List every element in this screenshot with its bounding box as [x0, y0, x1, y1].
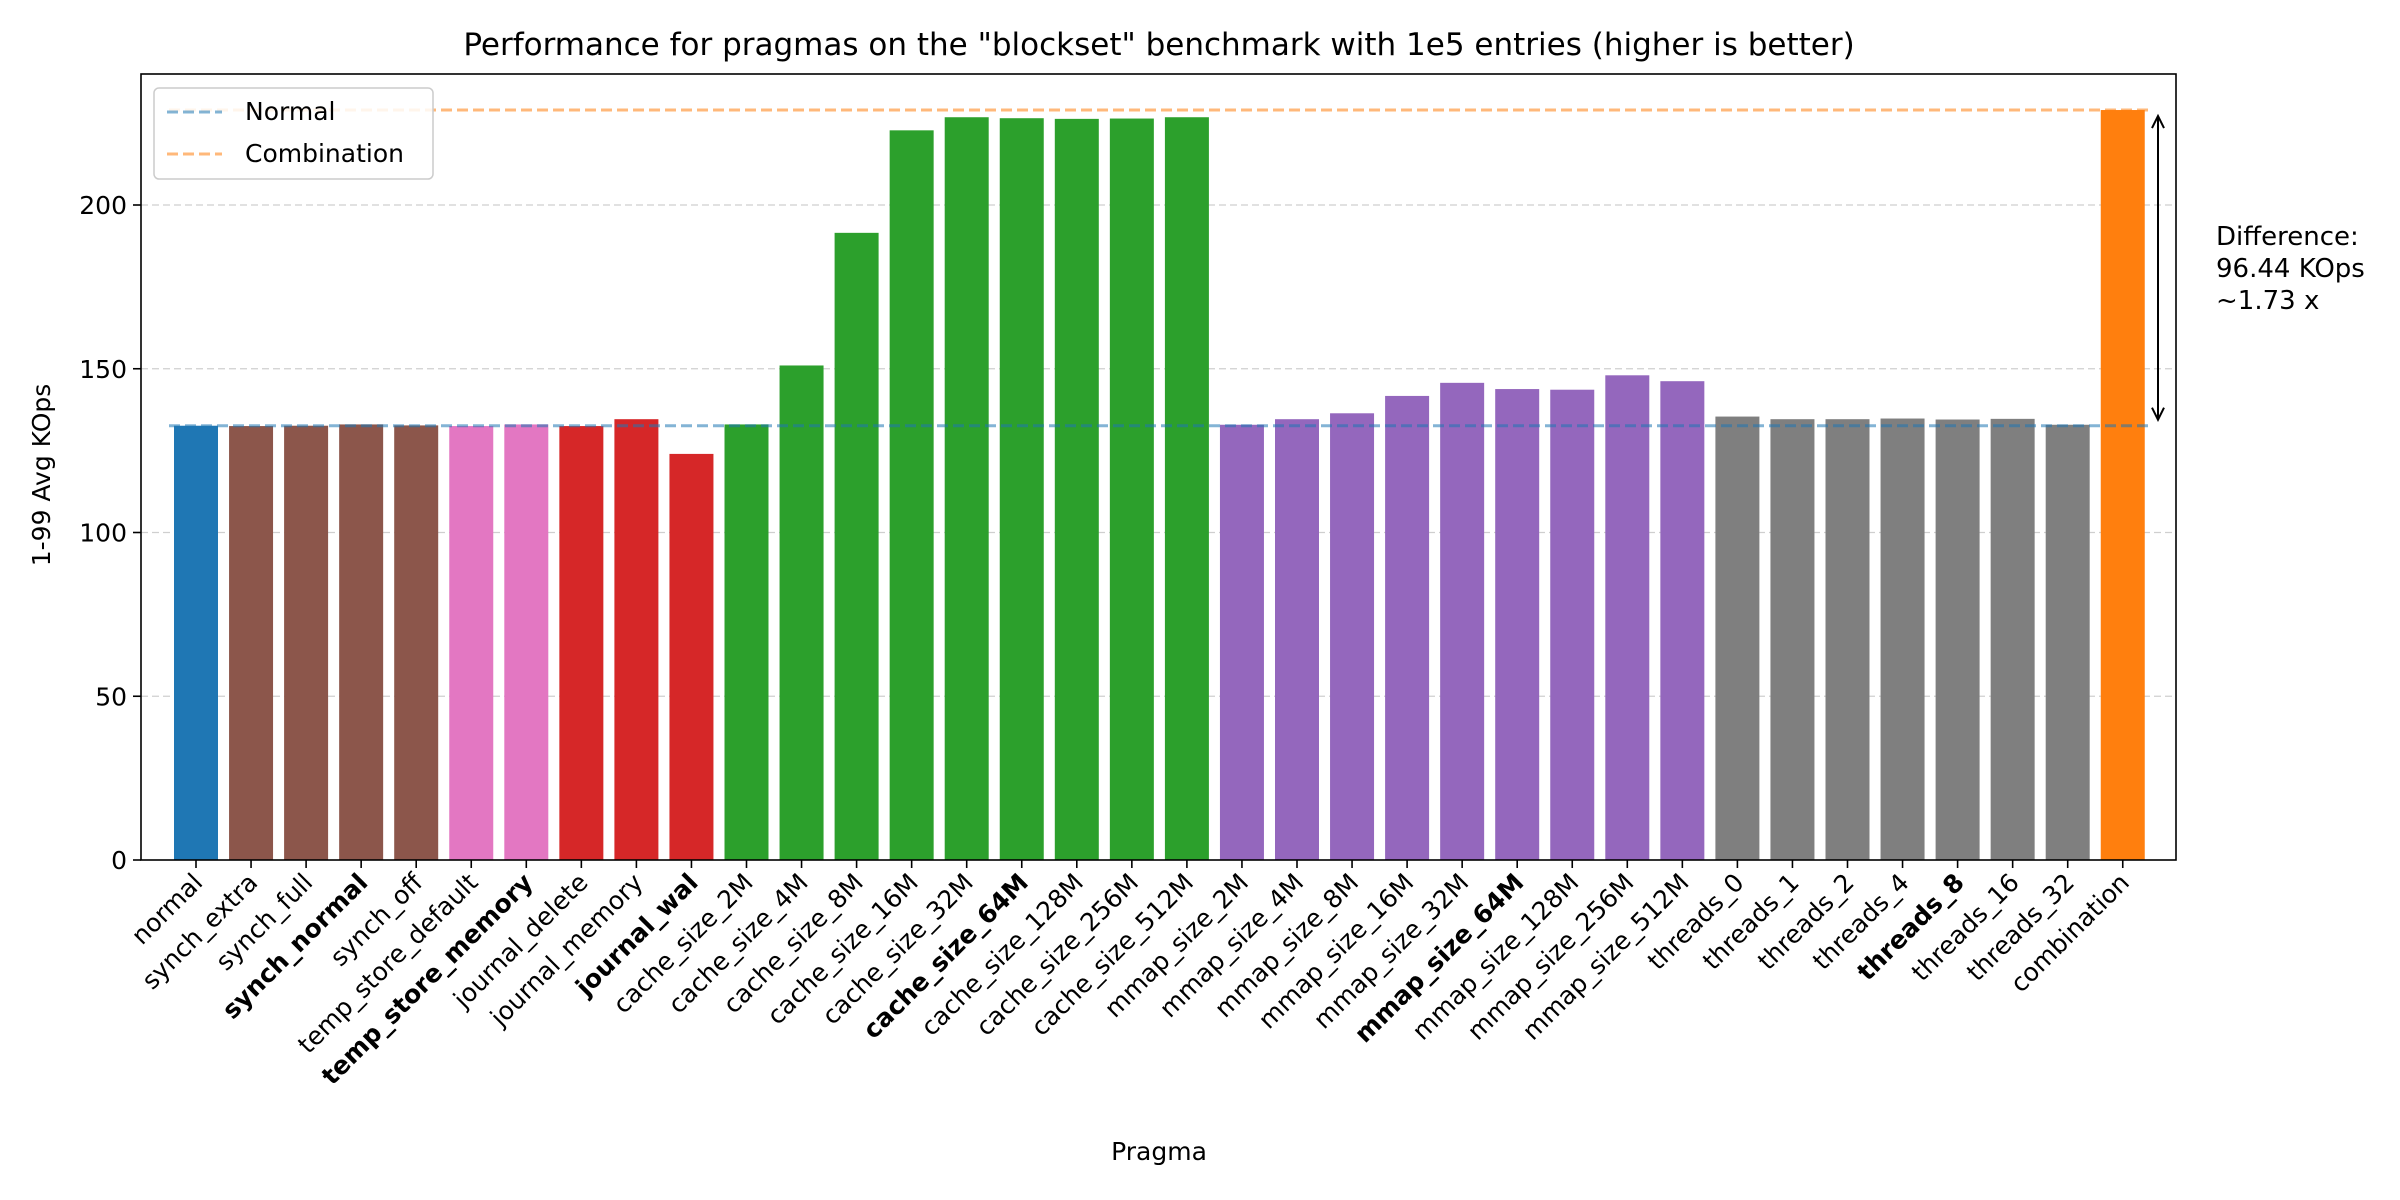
bar-synch_normal	[339, 424, 384, 860]
difference-annotation: Difference:96.44 KOps~1.73 x	[2151, 113, 2365, 422]
bar-journal_delete	[559, 426, 604, 860]
x-axis-label: Pragma	[1111, 1137, 1207, 1166]
bar-threads_2	[1825, 419, 1870, 860]
y-axis-label: 1-99 Avg KOps	[27, 384, 56, 567]
difference-arrow-head-top	[2151, 113, 2165, 129]
y-tick-label: 100	[79, 519, 127, 548]
legend-label-combination: Combination	[245, 139, 404, 168]
axes	[140, 73, 2177, 861]
y-tick-label: 150	[79, 355, 127, 384]
bar-cache_size_8M	[834, 232, 879, 860]
bars	[174, 110, 2145, 861]
bar-mmap_size_32M	[1440, 382, 1485, 860]
bar-synch_extra	[229, 426, 274, 860]
x-ticks: normalsynch_extrasynch_fullsynch_normals…	[126, 860, 2135, 1090]
bar-journal_memory	[614, 419, 659, 860]
difference-annotation-line: ~1.73 x	[2216, 286, 2319, 316]
bar-cache_size_2M	[724, 424, 769, 860]
bar-mmap_size_2M	[1219, 424, 1264, 860]
bar-mmap_size_256M	[1605, 375, 1650, 860]
difference-annotation-line: Difference:	[2216, 222, 2359, 252]
grid-lines	[141, 204, 2176, 697]
difference-annotation-line: 96.44 KOps	[2216, 254, 2365, 284]
bar-threads_0	[1715, 416, 1760, 860]
bar-temp_store_memory	[504, 424, 549, 860]
plot-frame	[140, 73, 2177, 861]
y-tick-label: 200	[79, 191, 127, 220]
reference-lines	[169, 108, 2148, 428]
bar-threads_4	[1880, 418, 1925, 860]
bar-mmap_size_128M	[1550, 389, 1595, 860]
bar-cache_size_4M	[779, 365, 824, 860]
y-tick-label: 50	[95, 682, 127, 711]
legend-label-normal: Normal	[245, 97, 335, 126]
chart-title: Performance for pragmas on the "blockset…	[463, 27, 1854, 63]
bar-threads_32	[2045, 424, 2090, 860]
bar-journal_wal	[669, 453, 714, 860]
legend: Normal Combination	[153, 87, 434, 180]
bar-synch_full	[284, 425, 329, 860]
bar-mmap_size_16M	[1385, 395, 1430, 860]
bar-synch_off	[394, 425, 439, 860]
bar-combination	[2100, 110, 2145, 860]
bar-mmap_size_64M	[1495, 389, 1540, 860]
bar-cache_size_256M	[1109, 118, 1154, 861]
bar-threads_1	[1770, 419, 1815, 860]
bar-threads_16	[1990, 418, 2035, 860]
bar-temp_store_default	[449, 426, 494, 860]
legend-box	[153, 87, 434, 180]
bar-normal	[174, 425, 218, 860]
difference-arrow-head-bottom	[2151, 407, 2165, 422]
y-tick-label: 0	[111, 846, 127, 875]
bar-mmap_size_4M	[1275, 419, 1319, 860]
bar-mmap_size_8M	[1330, 413, 1375, 860]
bar-cache_size_128M	[1054, 118, 1099, 861]
y-ticks: 0 50 100 150 200	[79, 191, 141, 875]
bar-cache_size_32M	[944, 117, 989, 861]
bar-cache_size_16M	[889, 130, 934, 860]
bar-mmap_size_512M	[1660, 381, 1705, 860]
bar-cache_size_512M	[1164, 117, 1209, 861]
bar-cache_size_64M	[999, 118, 1044, 860]
bar-threads_8	[1935, 419, 1980, 860]
